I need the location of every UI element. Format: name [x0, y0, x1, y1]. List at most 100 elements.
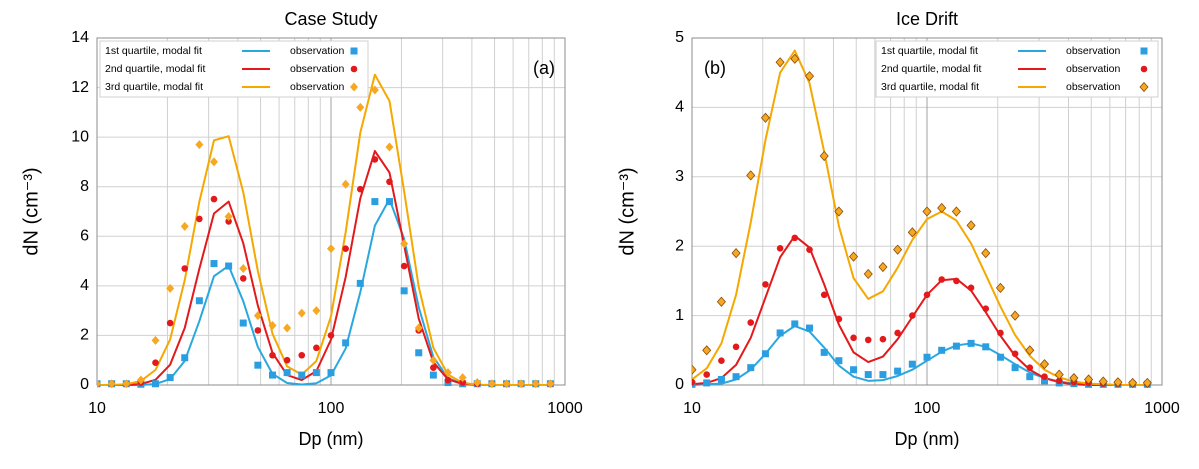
marker	[864, 336, 872, 344]
marker	[997, 329, 1004, 337]
marker	[1041, 373, 1048, 380]
marker	[760, 112, 770, 123]
legend-label: observation	[290, 45, 344, 57]
marker	[820, 291, 828, 299]
marker	[819, 150, 829, 162]
marker	[731, 248, 741, 259]
marker	[151, 335, 160, 345]
x-axis-label: Dp (nm)	[894, 429, 959, 449]
marker	[429, 355, 438, 365]
y-axis-label: dN (cm⁻³)	[20, 167, 42, 255]
marker	[166, 374, 174, 382]
marker	[718, 357, 725, 365]
x-tick-label: 100	[914, 400, 941, 417]
marker	[225, 218, 232, 225]
marker	[717, 375, 725, 383]
legend: 1st quartile, modal fit observation 2nd qu…	[99, 40, 369, 98]
y-tick-label: 14	[71, 29, 89, 46]
marker	[1142, 377, 1152, 389]
marker	[180, 221, 189, 231]
legend-marker	[1139, 81, 1149, 93]
marker	[224, 211, 233, 221]
marker	[747, 319, 755, 326]
marker	[254, 361, 262, 369]
marker	[341, 179, 350, 189]
y-tick-label: 10	[71, 128, 89, 145]
x-tick-label: 10	[683, 400, 701, 417]
legend-label: 1st quartile, modal fit	[105, 45, 202, 57]
y-tick-label: 5	[675, 29, 684, 46]
marker	[692, 364, 697, 375]
legend-marker	[350, 65, 358, 73]
y-tick-label: 12	[71, 79, 89, 96]
marker	[386, 178, 393, 186]
legend-label: observation	[290, 63, 344, 75]
marker	[342, 339, 350, 347]
panel-label: (b)	[704, 58, 726, 78]
marker	[762, 281, 769, 288]
plot-frame	[691, 37, 1163, 386]
marker	[443, 368, 452, 378]
marker	[253, 311, 262, 321]
marker	[923, 291, 931, 299]
legend-label: observation	[1066, 63, 1120, 75]
marker	[953, 277, 960, 285]
y-tick-label: 4	[80, 277, 89, 294]
marker	[703, 379, 711, 387]
marker	[517, 379, 526, 389]
marker	[196, 215, 203, 223]
marker	[951, 206, 961, 217]
x-tick-label: 1000	[547, 400, 583, 417]
marker	[225, 262, 233, 270]
marker	[761, 350, 769, 358]
marker	[122, 379, 131, 389]
marker	[849, 251, 859, 262]
marker	[805, 324, 813, 332]
marker	[702, 345, 712, 356]
marker	[327, 369, 335, 377]
marker	[893, 244, 903, 255]
marker	[487, 379, 496, 389]
marker	[342, 245, 349, 252]
marker	[312, 369, 320, 377]
x-tick-label: 1000	[1144, 400, 1180, 417]
y-tick-label: 4	[675, 99, 684, 116]
marker	[850, 366, 858, 374]
marker	[790, 53, 800, 64]
marker	[776, 329, 784, 337]
marker	[429, 371, 437, 379]
series-layer	[97, 73, 555, 389]
marker	[835, 357, 843, 365]
marker	[716, 296, 726, 307]
x-tick-label: 100	[318, 400, 345, 417]
chart-title: Ice Drift	[896, 9, 958, 29]
x-tick-label: 10	[88, 400, 106, 417]
x-axis-label: Dp (nm)	[298, 429, 363, 449]
marker	[1128, 377, 1138, 389]
marker	[791, 320, 799, 328]
marker	[283, 356, 291, 364]
marker	[879, 371, 887, 379]
marker	[181, 354, 189, 362]
marker	[982, 343, 990, 351]
legend-marker	[350, 47, 358, 55]
marker	[879, 335, 887, 343]
marker	[1025, 345, 1035, 356]
chart-title: Case Study	[284, 9, 377, 29]
marker	[732, 343, 740, 351]
legend-label: observation	[290, 81, 344, 93]
y-tick-label: 8	[80, 178, 89, 195]
marker	[938, 346, 946, 354]
marker	[909, 312, 916, 319]
marker	[459, 379, 466, 386]
y-axis-label: dN (cm⁻³)	[616, 167, 638, 255]
marker	[313, 344, 320, 352]
legend-box	[99, 40, 369, 98]
marker	[370, 85, 379, 95]
marker	[1010, 310, 1020, 321]
marker	[864, 371, 872, 379]
marker	[966, 220, 976, 231]
marker	[907, 227, 917, 238]
legend-marker	[1140, 47, 1148, 55]
marker	[209, 157, 218, 167]
